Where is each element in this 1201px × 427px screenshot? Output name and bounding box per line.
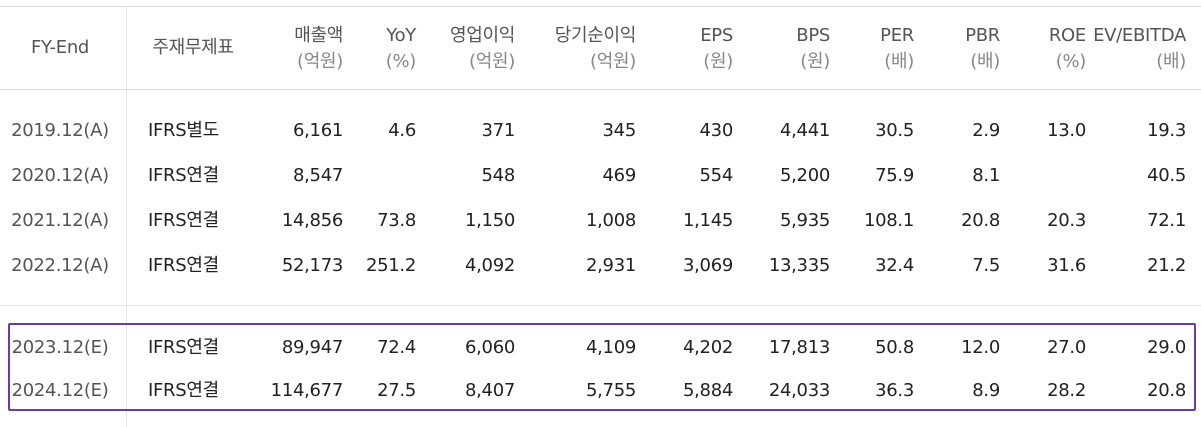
value-cell: 24,033 (768, 380, 830, 401)
header-column-label: 당기순이익 (554, 25, 637, 46)
value-cell: 72.4 (377, 337, 416, 358)
header-column-label: EV/EBITDA (1093, 25, 1186, 46)
header-divider (0, 89, 1201, 90)
value-cell: 554 (699, 165, 734, 186)
fy-end-cell: 2024.12(E) (11, 380, 109, 401)
value-cell: 6,161 (292, 120, 343, 141)
value-cell: 3,069 (682, 255, 733, 276)
value-cell: 40.5 (1147, 165, 1186, 186)
header-column-unit: (%) (1055, 51, 1087, 72)
value-cell: 27.0 (1047, 337, 1086, 358)
basis-cell: IFRS연결 (148, 337, 219, 358)
value-cell: 5,200 (779, 165, 830, 186)
header-column-unit: (억원) (590, 51, 636, 72)
header-column-label: 영업이익 (449, 25, 515, 46)
value-cell: 8,407 (464, 380, 515, 401)
header-basis: 주재무제표 (152, 37, 234, 58)
header-column-label: PER (880, 25, 914, 46)
header-column-unit: (억원) (297, 51, 343, 72)
value-cell: 52,173 (281, 255, 343, 276)
value-cell: 469 (602, 165, 637, 186)
estimate-highlight-box (8, 323, 1196, 411)
value-cell: 1,008 (585, 210, 636, 231)
header-column-label: PBR (965, 25, 1000, 46)
basis-cell: IFRS별도 (148, 120, 219, 141)
value-cell: 4,441 (779, 120, 830, 141)
header-column-unit: (배) (1156, 51, 1186, 72)
fy-end-cell: 2021.12(A) (11, 210, 109, 231)
value-cell: 2,931 (585, 255, 636, 276)
header-column-unit: (배) (970, 51, 1000, 72)
header-column-label: 매출액 (294, 25, 343, 46)
header-column-unit: (배) (884, 51, 914, 72)
value-cell: 8,547 (292, 165, 343, 186)
value-cell: 7.5 (972, 255, 1000, 276)
value-cell: 5,935 (779, 210, 830, 231)
value-cell: 345 (602, 120, 637, 141)
value-cell: 14,856 (281, 210, 343, 231)
header-fy-end: FY-End (30, 37, 90, 58)
value-cell: 19.3 (1147, 120, 1186, 141)
value-cell: 8.9 (972, 380, 1000, 401)
value-cell: 1,145 (682, 210, 733, 231)
value-cell: 4.6 (388, 120, 416, 141)
value-cell: 251.2 (365, 255, 416, 276)
value-cell: 13.0 (1047, 120, 1086, 141)
value-cell: 20.8 (1147, 380, 1186, 401)
basis-cell: IFRS연결 (148, 165, 219, 186)
table-top-border (0, 6, 1201, 7)
value-cell: 6,060 (464, 337, 515, 358)
value-cell: 89,947 (281, 337, 343, 358)
fy-end-cell: 2023.12(E) (11, 337, 109, 358)
value-cell: 114,677 (270, 380, 344, 401)
value-cell: 27.5 (377, 380, 416, 401)
value-cell: 430 (699, 120, 734, 141)
value-cell: 108.1 (863, 210, 914, 231)
header-column-unit: (원) (703, 51, 733, 72)
value-cell: 2.9 (972, 120, 1000, 141)
value-cell: 1,150 (464, 210, 515, 231)
header-column-label: EPS (700, 25, 733, 46)
fy-end-cell: 2019.12(A) (11, 120, 109, 141)
value-cell: 17,813 (768, 337, 830, 358)
fy-end-cell: 2020.12(A) (11, 165, 109, 186)
value-cell: 21.2 (1147, 255, 1186, 276)
value-cell: 12.0 (961, 337, 1000, 358)
header-column-unit: (억원) (469, 51, 515, 72)
header-column-label: YoY (386, 25, 416, 46)
value-cell: 5,884 (682, 380, 733, 401)
value-cell: 4,092 (464, 255, 515, 276)
value-cell: 20.3 (1047, 210, 1086, 231)
value-cell: 5,755 (585, 380, 636, 401)
header-column-unit: (원) (800, 51, 830, 72)
value-cell: 548 (481, 165, 516, 186)
header-column-label: ROE (1048, 25, 1086, 46)
value-cell: 29.0 (1147, 337, 1186, 358)
value-cell: 73.8 (377, 210, 416, 231)
header-column-unit: (%) (385, 51, 417, 72)
value-cell: 8.1 (972, 165, 1000, 186)
basis-cell: IFRS연결 (148, 255, 219, 276)
value-cell: 75.9 (875, 165, 914, 186)
value-cell: 32.4 (875, 255, 914, 276)
value-cell: 30.5 (875, 120, 914, 141)
basis-cell: IFRS연결 (148, 380, 219, 401)
value-cell: 72.1 (1147, 210, 1186, 231)
value-cell: 20.8 (961, 210, 1000, 231)
header-column-label: BPS (796, 25, 830, 46)
value-cell: 4,202 (682, 337, 733, 358)
fy-end-cell: 2022.12(A) (11, 255, 109, 276)
basis-cell: IFRS연결 (148, 210, 219, 231)
value-cell: 36.3 (875, 380, 914, 401)
value-cell: 371 (481, 120, 516, 141)
estimate-divider (0, 305, 1201, 306)
value-cell: 28.2 (1047, 380, 1086, 401)
value-cell: 31.6 (1047, 255, 1086, 276)
column-divider (126, 6, 127, 427)
value-cell: 13,335 (768, 255, 830, 276)
value-cell: 4,109 (585, 337, 636, 358)
value-cell: 50.8 (875, 337, 914, 358)
